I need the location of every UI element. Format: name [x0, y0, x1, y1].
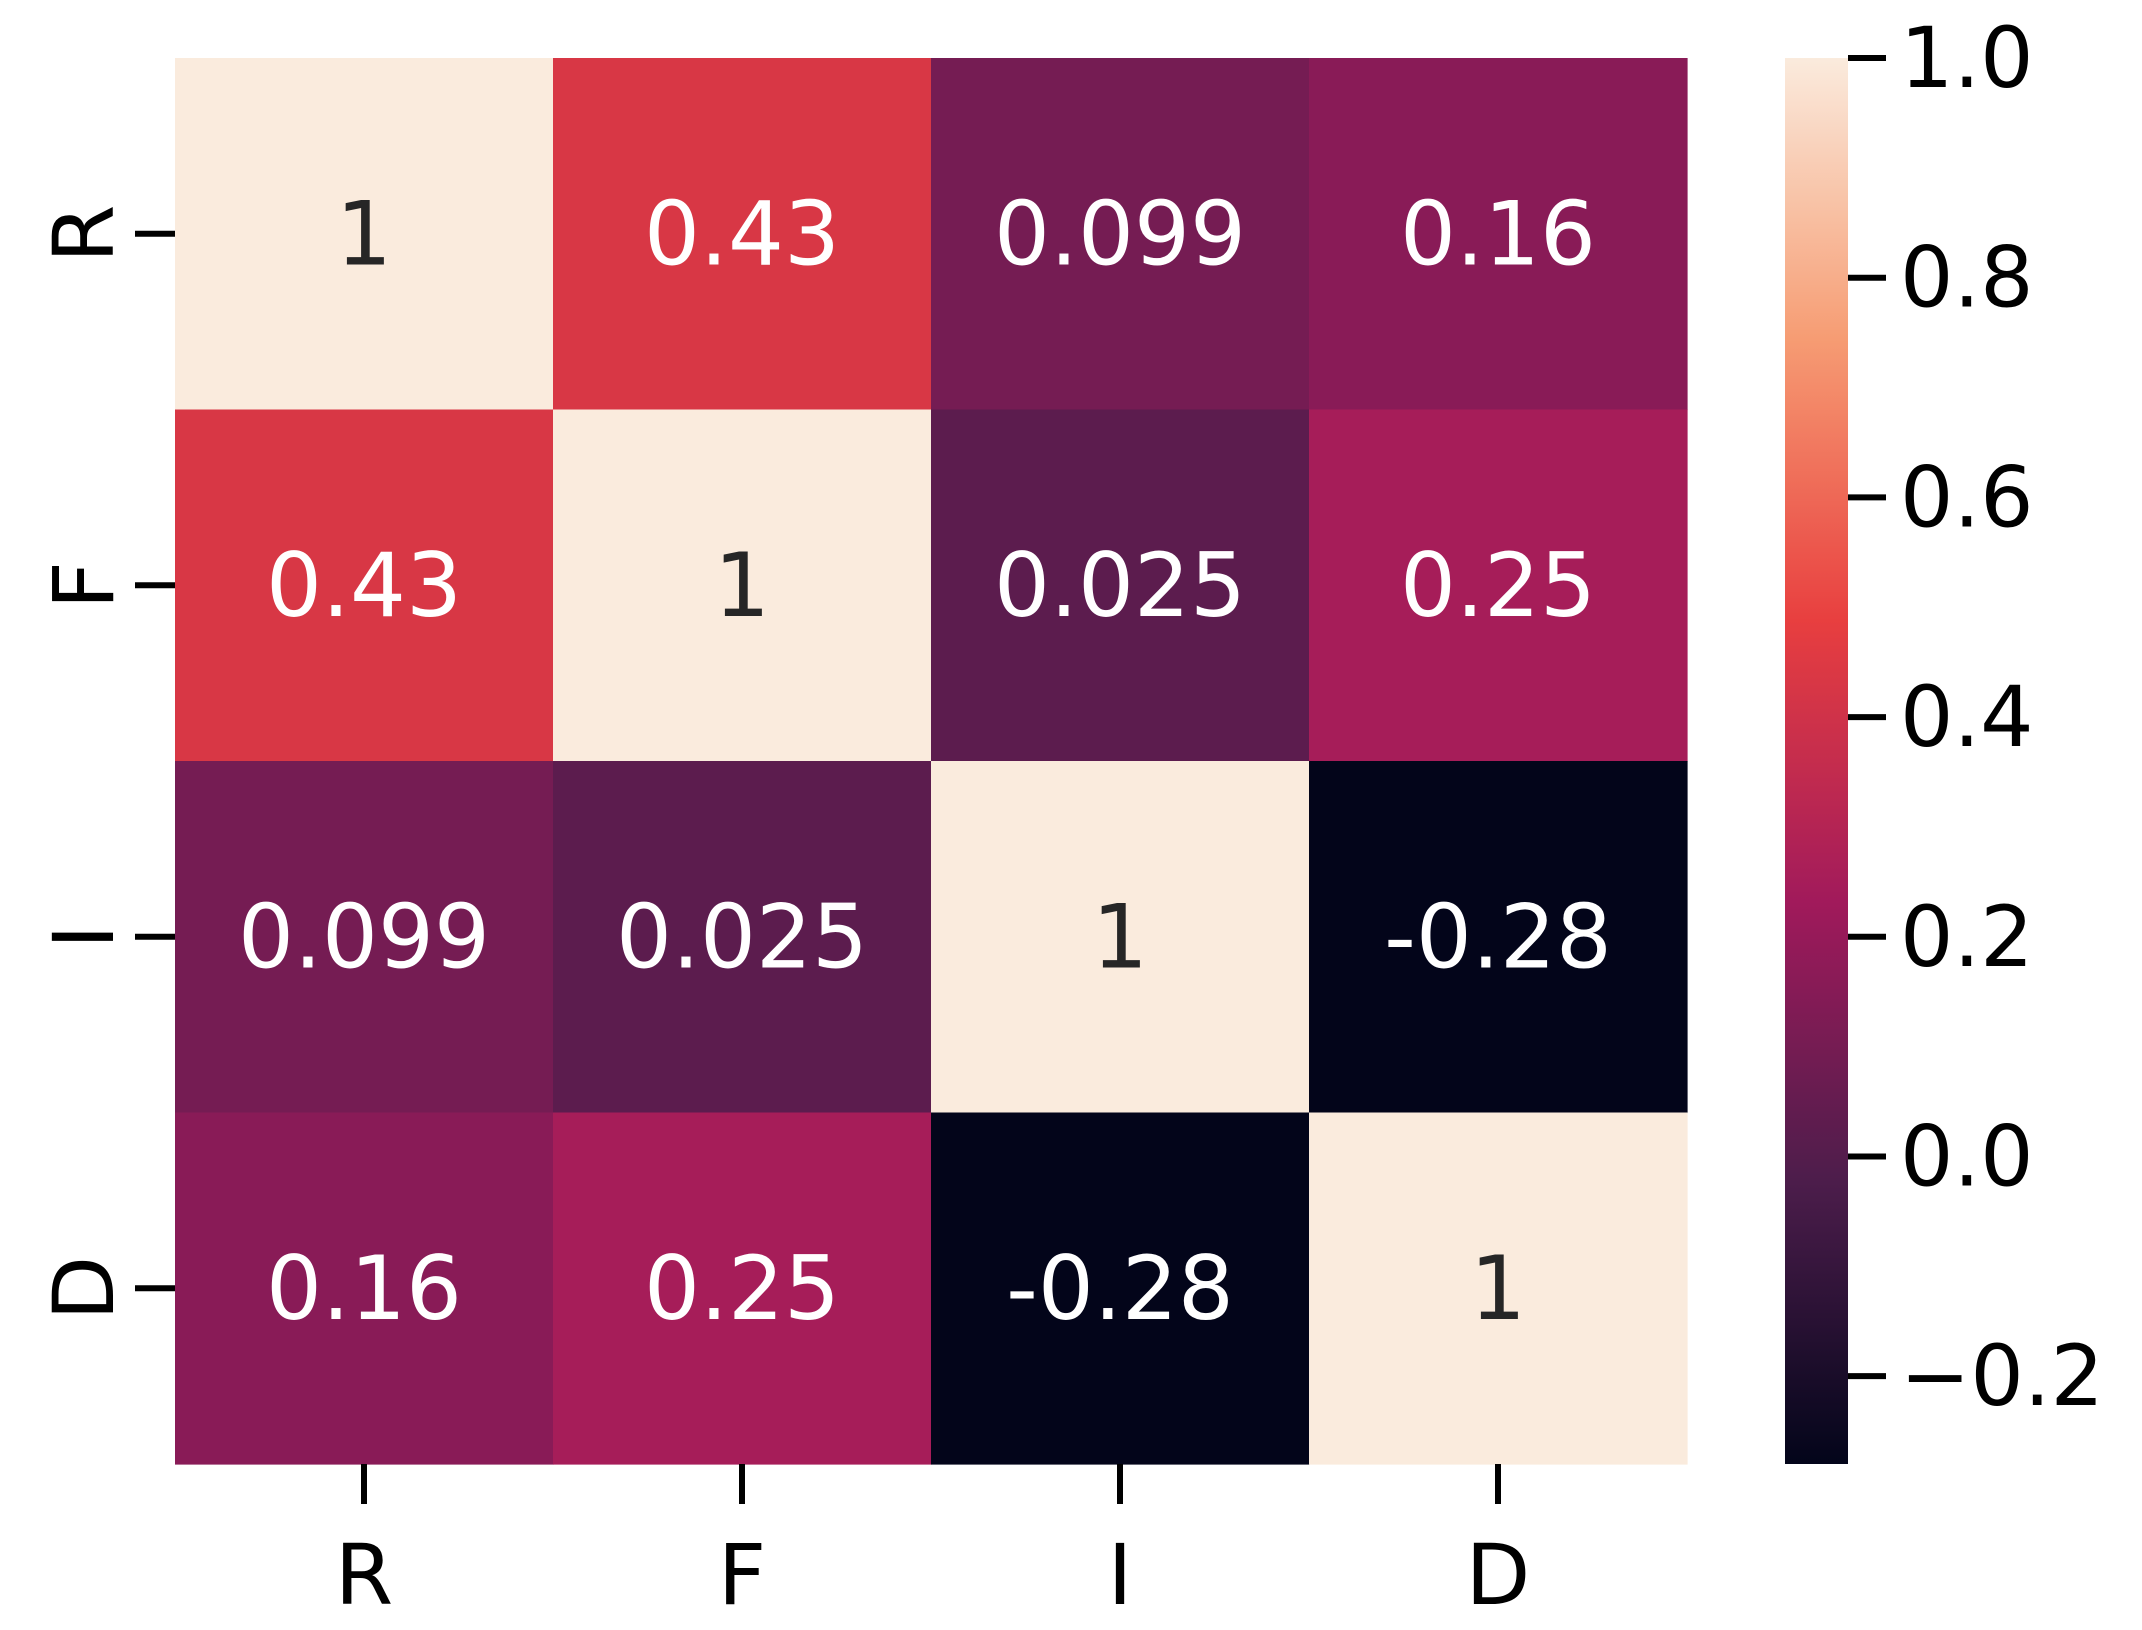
heatmap-cell-d-d [1309, 1112, 1688, 1465]
heatmap-annotations: 1 0.43 0.099 0.16 0.43 1 0.025 0.25 0.099 0.025 1 -… [238, 182, 1612, 1340]
cell-annotation: 0.099 [994, 182, 1246, 285]
x-tick-label: R [335, 1526, 393, 1624]
heatmap-cell-r-i [931, 58, 1310, 411]
heatmap-cell-r-d [1309, 58, 1688, 411]
colorbar: 1.0 0.8 0.6 0.4 0.2 0.0 −0.2 [1785, 9, 2104, 1464]
colorbar-tick-label: 1.0 [1900, 9, 2034, 107]
heatmap-cell-f-f [553, 409, 932, 762]
heatmap-cell-f-i [931, 409, 1310, 762]
cell-annotation: 0.43 [644, 182, 840, 285]
heatmap-cell-f-d [1309, 409, 1688, 762]
cell-annotation: -0.28 [1006, 1237, 1234, 1340]
cell-annotation: 0.025 [616, 885, 868, 988]
y-tick-label: D [35, 1256, 133, 1321]
colorbar-tick-label: 0.4 [1900, 668, 2034, 766]
cell-annotation: 1 [1470, 1237, 1526, 1340]
x-tick-label: I [1108, 1526, 1133, 1624]
cell-annotation: 0.25 [1400, 534, 1596, 637]
heatmap-cell-d-r [175, 1112, 554, 1465]
heatmap-cell-i-d [1309, 761, 1688, 1114]
x-tick-label: D [1466, 1526, 1531, 1624]
x-tick-label: F [718, 1526, 766, 1624]
heatmap-cell-i-f [553, 761, 932, 1114]
y-tick-label: F [35, 561, 133, 609]
y-tick-label: R [35, 205, 133, 263]
cell-annotation: 0.16 [266, 1237, 462, 1340]
y-tick-label: I [35, 924, 133, 949]
cell-annotation: 0.43 [266, 534, 462, 637]
colorbar-gradient [1785, 58, 1848, 1464]
heatmap-cell-r-r [175, 58, 554, 411]
cell-annotation: 0.25 [644, 1237, 840, 1340]
colorbar-tick-label: 0.0 [1900, 1107, 2034, 1205]
heatmap-cell-d-i [931, 1112, 1310, 1465]
colorbar-tick-label: 0.8 [1900, 229, 2034, 327]
heatmap-cells [175, 58, 1688, 1465]
heatmap-cell-d-f [553, 1112, 932, 1465]
heatmap-cell-f-r [175, 409, 554, 762]
cell-annotation: 0.16 [1400, 182, 1596, 285]
heatmap-cell-r-f [553, 58, 932, 411]
colorbar-tick-label: −0.2 [1900, 1327, 2104, 1425]
cell-annotation: 0.025 [994, 534, 1246, 637]
heatmap-cell-i-i [931, 761, 1310, 1114]
cell-annotation: 1 [714, 534, 770, 637]
y-axis: R F I D [35, 205, 175, 1321]
cell-annotation: 1 [1092, 885, 1148, 988]
heatmap-cell-i-r [175, 761, 554, 1114]
colorbar-tick-label: 0.2 [1900, 888, 2034, 986]
cell-annotation: 0.099 [238, 885, 490, 988]
colorbar-tick-label: 0.6 [1900, 448, 2034, 546]
cell-annotation: -0.28 [1384, 885, 1612, 988]
cell-annotation: 1 [336, 182, 392, 285]
